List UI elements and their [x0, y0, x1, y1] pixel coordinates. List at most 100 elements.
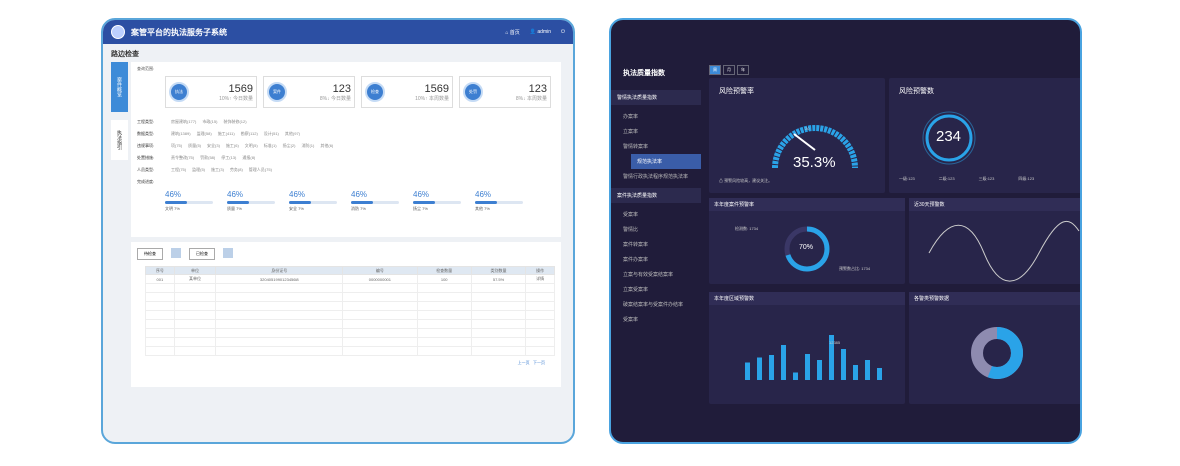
progress-label: 完成进度: — [137, 179, 155, 184]
tab-checked[interactable]: 已检查 — [189, 248, 215, 260]
table-cell: 100 — [416, 274, 472, 284]
progress-value: 46% — [351, 190, 368, 199]
table-cell: 57.5% — [470, 274, 527, 284]
sidebar-item[interactable]: 警情比 — [623, 227, 639, 233]
bars-title: 本年度区域预警数 — [709, 292, 905, 305]
gauge-value: 35.3% — [793, 154, 836, 171]
filter-option[interactable]: 其他(97) — [284, 131, 301, 136]
tab-year[interactable]: 年 — [737, 65, 749, 75]
table-cell — [145, 310, 175, 320]
sidebar-item[interactable]: 立案与有效受案结案率 — [623, 272, 674, 278]
table-cell — [215, 346, 344, 356]
progress-fill — [227, 201, 250, 204]
sidebar-item[interactable]: 案件转案率 — [623, 242, 649, 248]
stat-icon: 处罚 — [463, 82, 483, 102]
filter-option[interactable]: 标准(1) — [263, 143, 277, 148]
tab-unchecked[interactable]: 待检查 — [137, 248, 163, 260]
filter-option[interactable]: 责令整改(75) — [171, 155, 195, 160]
filter-option[interactable]: 设计(51) — [263, 131, 279, 136]
sidebar-item[interactable]: 案件办案率 — [623, 257, 649, 263]
filter-option[interactable]: 项(75) — [171, 143, 183, 148]
filter-option[interactable]: 其他(6) — [320, 143, 334, 148]
filter-option[interactable]: 装饰装修(12) — [223, 119, 247, 124]
filter-option[interactable]: 消防(1) — [301, 143, 315, 148]
sidebar-item[interactable]: 受案率 — [623, 317, 639, 323]
rate-label-1: 检测数: 1734 — [735, 226, 759, 231]
table-cell — [342, 292, 418, 302]
table-cell — [416, 283, 472, 293]
filter-option[interactable]: 安全(3) — [207, 143, 220, 148]
warning-note: ⚠ 预警风险较高，建议关注。 — [719, 178, 773, 183]
stat-sub: 10%↑ 今日数量 — [219, 95, 253, 102]
table-cell: 0000000001 — [342, 274, 418, 284]
table-cell — [342, 337, 418, 347]
stat-card: 案件 123 8%↓ 今日数量 — [263, 76, 355, 108]
filter-option[interactable]: 房屋建筑(177) — [171, 119, 197, 124]
progress-label: 质量 7% — [227, 206, 242, 211]
bar-chart — [745, 335, 882, 380]
next-page[interactable]: 下一页 — [533, 360, 545, 365]
stat-value: 1569 — [228, 82, 253, 95]
filter-option[interactable]: 质量(5) — [188, 143, 202, 148]
sidebar-item[interactable]: 警情转案率 — [623, 144, 649, 150]
wave-chart — [928, 220, 1080, 282]
bar — [865, 360, 870, 380]
sidebar-item[interactable]: 立案率 — [623, 129, 639, 135]
home-link[interactable]: ⌂ 首页 — [505, 29, 520, 36]
sidebar-item[interactable]: 办案率 — [623, 114, 639, 120]
stat-icon: 检查 — [365, 82, 385, 102]
progress-fill — [475, 201, 498, 204]
table-cell — [525, 346, 555, 356]
sidebar-item[interactable]: 立案受案率 — [623, 287, 649, 293]
filter-option[interactable]: 罚款(58) — [200, 155, 216, 160]
filter-option[interactable]: 管理人员(75) — [248, 167, 272, 172]
rate-card: 本年度案件预警率 70% 检测数: 1734 预警数占比: 1734 — [709, 198, 905, 284]
filter-option[interactable]: 施工(6) — [225, 143, 239, 148]
filter-option[interactable]: 施工(411) — [217, 131, 235, 136]
table-cell — [525, 328, 555, 338]
stats-panel: 查询范围: 执法 1569 10%↑ 今日数量 案件 123 8%↓ 今日数量 检查 1569… — [131, 62, 561, 237]
sidebar-item[interactable]: 规范执法率 — [631, 154, 701, 169]
sidebar-group[interactable]: 案件执法质量指数 — [611, 188, 701, 203]
filter-option[interactable]: 扬尘(2) — [282, 143, 296, 148]
wave-title: 近30天预警数 — [909, 198, 1080, 211]
table-cell — [416, 319, 472, 329]
sidebar-item[interactable]: 警情行政执法程序规范执法率 — [623, 174, 689, 180]
table-cell — [173, 346, 217, 356]
filter-option[interactable]: 建筑(1389) — [171, 131, 191, 136]
filter-option[interactable]: 监理(5) — [192, 167, 206, 172]
tab-week[interactable]: 周 — [709, 65, 721, 75]
filter-row: 人员类型: 工程(75) 监理(5) 施工(3) 劳务(8) 管理人员(75) — [137, 166, 555, 174]
filter-option[interactable]: 监理(58) — [196, 131, 212, 136]
filter-option[interactable]: 勘察(112) — [240, 131, 258, 136]
progress-item: 46% 质量 7% — [227, 190, 275, 212]
sidebar-item[interactable]: 受案率 — [623, 212, 639, 218]
progress-item: 46% 扬尘 7% — [413, 190, 461, 212]
progress-value: 46% — [165, 190, 182, 199]
filter-label: 违规事项: — [137, 143, 155, 148]
filter-option[interactable]: 通报(8) — [242, 155, 256, 160]
power-icon[interactable]: ⏻ — [561, 29, 565, 35]
app-title: 案管平台的执法服务子系统 — [131, 27, 227, 37]
sidebar-group[interactable]: 警情执法质量指数 — [611, 90, 701, 105]
table-cell — [470, 319, 527, 329]
police-badge-icon — [111, 25, 125, 39]
prev-page[interactable]: 上一页 — [517, 360, 530, 365]
progress-item: 46% 文明 7% — [165, 190, 213, 212]
filter-option[interactable]: 工程(75) — [171, 167, 187, 172]
table-cell — [145, 292, 175, 302]
table-cell[interactable]: 详情 — [525, 274, 555, 284]
filter-option[interactable]: 施工(3) — [211, 167, 224, 172]
sidebar-item[interactable]: 破案结案率与受案件办结率 — [623, 302, 684, 308]
tab-month[interactable]: 月 — [723, 65, 735, 75]
table-cell: 001 — [145, 274, 175, 284]
table-cell — [416, 337, 472, 347]
tab-overview[interactable]: 案件概览 — [111, 62, 128, 112]
filter-option[interactable]: 劳务(8) — [229, 167, 243, 172]
user-menu[interactable]: 👤 admin — [529, 29, 552, 35]
filter-option[interactable]: 市政(15) — [202, 119, 218, 124]
tab-guide[interactable]: 执法指引 — [111, 120, 128, 160]
filter-option[interactable]: 文明(5) — [244, 143, 258, 148]
bars-card: 本年度区域预警数 12385 — [709, 292, 905, 404]
filter-option[interactable]: 停工(13) — [221, 155, 237, 160]
